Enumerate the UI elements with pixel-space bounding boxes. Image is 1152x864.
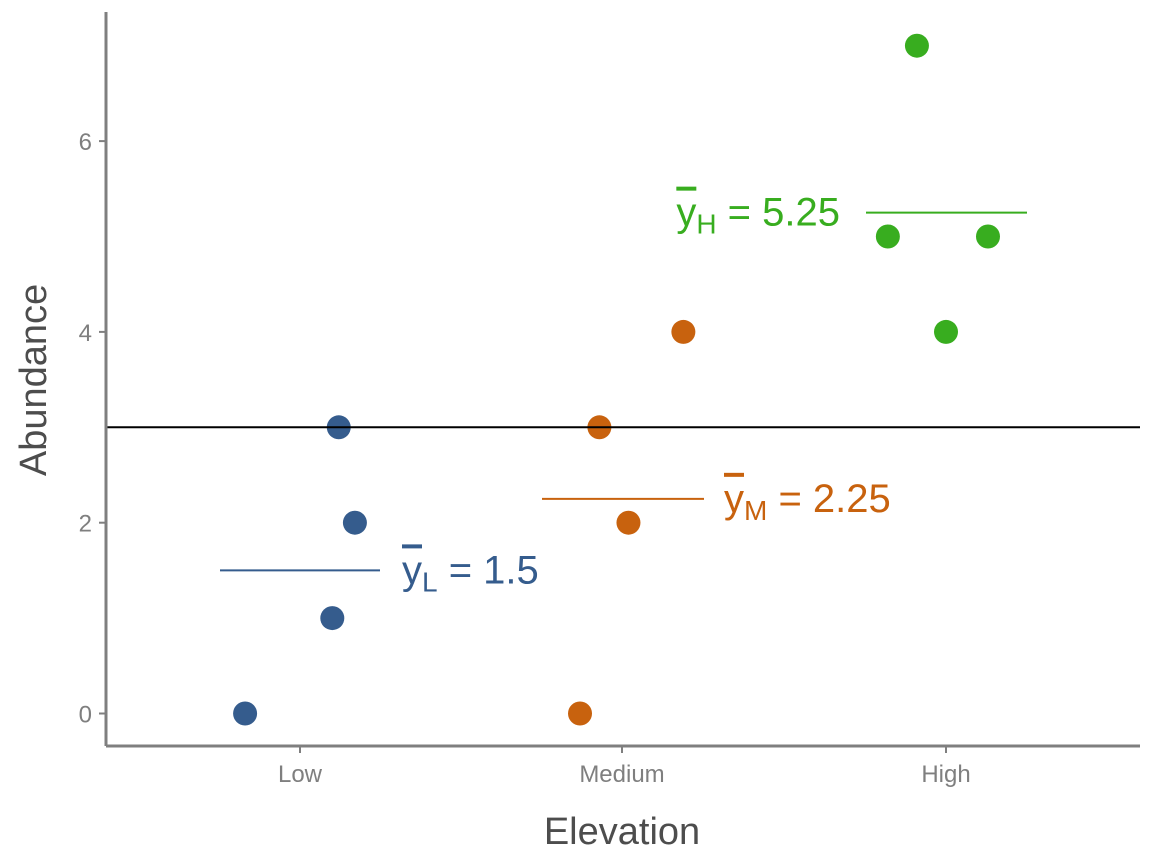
y-tick-label: 2 <box>79 511 92 538</box>
data-point <box>875 224 900 249</box>
group-mean-label: yM = 2.25 <box>724 477 891 526</box>
group-mean-label: yL = 1.5 <box>402 548 539 597</box>
y-tick-label: 4 <box>79 320 92 347</box>
data-point <box>975 224 1000 249</box>
data-point <box>904 33 929 58</box>
y-axis-title: Abundance <box>13 284 55 476</box>
data-point <box>616 510 641 535</box>
data-point <box>568 701 593 726</box>
data-point <box>320 606 345 631</box>
data-point <box>934 319 958 344</box>
data-point <box>671 319 696 344</box>
x-tick-label: Medium <box>579 761 664 788</box>
x-axis-title: Elevation <box>544 811 700 853</box>
y-tick-label: 0 <box>79 702 92 729</box>
x-tick-label: High <box>921 761 970 788</box>
y-tick-label: 6 <box>79 129 92 156</box>
x-tick-label: Low <box>278 761 323 788</box>
data-point <box>233 701 258 726</box>
data-point <box>342 510 367 535</box>
group-mean-label: yH = 5.25 <box>676 191 840 240</box>
